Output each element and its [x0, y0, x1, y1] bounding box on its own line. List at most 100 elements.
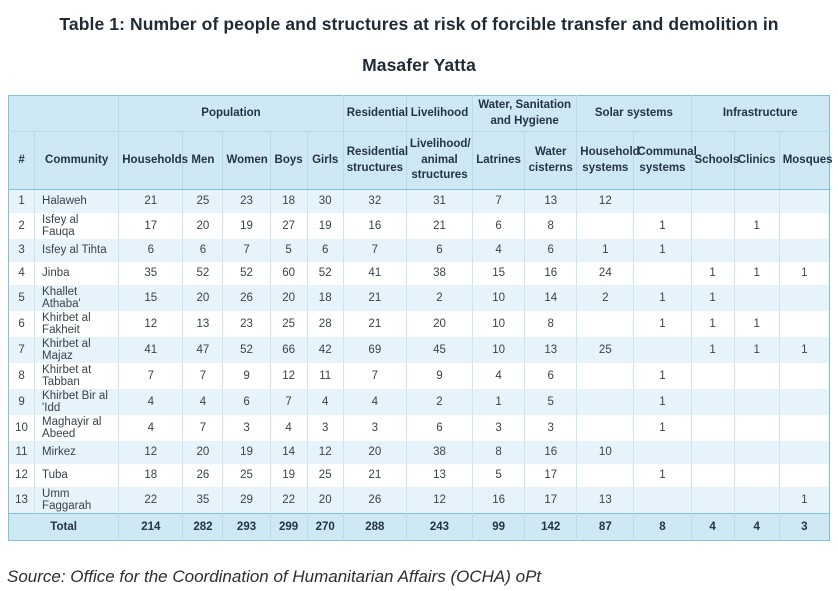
- value-cell: 25: [182, 189, 223, 213]
- value-cell: 14: [269, 440, 308, 464]
- value-cell: 29: [222, 486, 271, 514]
- value-cell: [733, 238, 780, 262]
- value-cell: 6: [472, 212, 525, 239]
- group-header-cell-infrastructure: Infrastructure: [690, 95, 830, 133]
- value-cell: [690, 440, 735, 464]
- value-cell: 8: [524, 310, 577, 337]
- value-cell: 7: [118, 362, 183, 389]
- group-header-cell-population: Population: [118, 95, 344, 133]
- value-cell: 5: [269, 238, 308, 262]
- value-cell: 19: [306, 212, 344, 239]
- table-row: 13 Umm Faggarah 22 35 29 22 20 26 12 16 17 13 1: [8, 486, 830, 514]
- value-cell: 32: [342, 189, 407, 213]
- value-cell: 15: [472, 261, 525, 285]
- value-cell: [690, 212, 735, 239]
- value-cell: 9: [405, 362, 473, 389]
- row-number-cell: 3: [8, 238, 35, 262]
- column-header-household-systems: Household systems: [576, 131, 640, 191]
- value-cell: [778, 238, 830, 262]
- column-header-girls: Girls: [306, 131, 344, 191]
- value-cell: 8: [524, 212, 577, 239]
- value-cell: 3: [524, 414, 577, 441]
- value-cell: 6: [524, 362, 577, 389]
- column-header-livelihood-structures: Livelihood/ animal structures: [405, 131, 473, 191]
- value-cell: 25: [306, 463, 344, 487]
- value-cell: [690, 362, 735, 389]
- table-row: 11 Mirkez 12 20 19 14 12 20 38 8 16 10: [8, 440, 830, 464]
- value-cell: [778, 212, 830, 239]
- value-cell: 1: [778, 336, 830, 363]
- source-note: Source: Office for the Coordination of H…: [7, 566, 542, 586]
- value-cell: [633, 486, 692, 514]
- value-cell: 12: [576, 189, 634, 213]
- total-household-systems: 87: [576, 512, 634, 541]
- value-cell: 12: [118, 440, 183, 464]
- value-cell: 10: [472, 336, 525, 363]
- value-cell: 1: [633, 212, 692, 239]
- value-cell: 1: [690, 336, 735, 363]
- value-cell: 6: [118, 238, 183, 262]
- total-latrines: 99: [472, 512, 525, 541]
- total-clinics: 4: [733, 512, 780, 541]
- value-cell: 1: [690, 261, 735, 285]
- value-cell: 28: [306, 310, 344, 337]
- value-cell: 5: [524, 388, 577, 415]
- value-cell: 4: [269, 414, 308, 441]
- value-cell: 4: [118, 388, 183, 415]
- value-cell: [576, 414, 634, 441]
- value-cell: 20: [182, 440, 223, 464]
- value-cell: 17: [524, 463, 577, 487]
- value-cell: [733, 388, 780, 415]
- value-cell: [690, 189, 735, 213]
- value-cell: 3: [472, 414, 525, 441]
- value-cell: 12: [118, 310, 183, 337]
- value-cell: 1: [690, 284, 735, 311]
- value-cell: 1: [733, 310, 780, 337]
- value-cell: 5: [472, 463, 525, 487]
- total-households: 214: [118, 512, 183, 541]
- value-cell: [576, 388, 634, 415]
- value-cell: 13: [576, 486, 634, 514]
- value-cell: 6: [405, 238, 473, 262]
- value-cell: 17: [118, 212, 183, 239]
- value-cell: 20: [182, 212, 223, 239]
- value-cell: 69: [342, 336, 407, 363]
- value-cell: 7: [182, 414, 223, 441]
- community-cell: Jinba: [34, 261, 119, 285]
- value-cell: [778, 284, 830, 311]
- column-header-community: Community: [34, 131, 119, 191]
- total-water-cisterns: 142: [524, 512, 577, 541]
- community-cell: Tuba: [34, 463, 119, 487]
- value-cell: 6: [524, 238, 577, 262]
- column-header-water-cisterns: Water cisterns: [524, 131, 577, 191]
- value-cell: 20: [306, 486, 344, 514]
- value-cell: 9: [222, 362, 271, 389]
- value-cell: 35: [182, 486, 223, 514]
- value-cell: 4: [118, 414, 183, 441]
- community-cell: Mirkez: [34, 440, 119, 464]
- value-cell: 1: [472, 388, 525, 415]
- table-row: 7 Khirbet al Majaz 41 47 52 66 42 69 45 10 13 25 1 1 1: [8, 336, 830, 363]
- value-cell: [633, 336, 692, 363]
- value-cell: 7: [342, 362, 407, 389]
- table-row: 4 Jinba 35 52 52 60 52 41 38 15 16 24 1 1 1: [8, 261, 830, 285]
- value-cell: [690, 414, 735, 441]
- total-women: 293: [222, 512, 271, 541]
- value-cell: 10: [472, 284, 525, 311]
- row-number-cell: 1: [8, 189, 35, 213]
- value-cell: [576, 362, 634, 389]
- value-cell: 26: [342, 486, 407, 514]
- community-cell: Isfey al Fauqa: [34, 212, 119, 239]
- value-cell: 15: [118, 284, 183, 311]
- total-schools: 4: [690, 512, 735, 541]
- value-cell: [633, 440, 692, 464]
- value-cell: 19: [222, 212, 271, 239]
- value-cell: [690, 463, 735, 487]
- community-cell: Khirbet at Tabban: [34, 362, 119, 389]
- column-header-communal-systems: Communal systems: [633, 131, 697, 191]
- row-number-cell: 4: [8, 261, 35, 285]
- value-cell: 1: [633, 463, 692, 487]
- value-cell: 7: [472, 189, 525, 213]
- value-cell: 25: [576, 336, 634, 363]
- value-cell: 13: [182, 310, 223, 337]
